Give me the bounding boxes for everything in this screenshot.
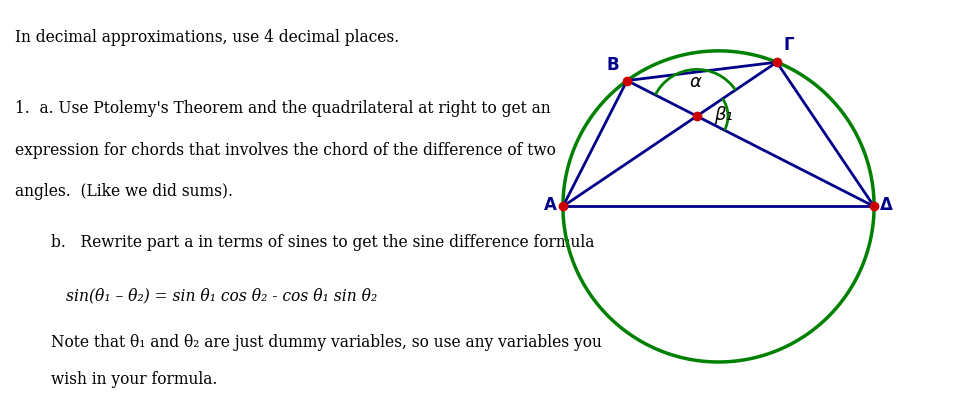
Text: 1.  a. Use Ptolemy's Theorem and the quadrilateral at right to get an: 1. a. Use Ptolemy's Theorem and the quad… [15,100,551,117]
Text: expression for chords that involves the chord of the difference of two: expression for chords that involves the … [15,142,556,159]
Text: Δ: Δ [880,196,893,214]
Text: β₁: β₁ [714,106,733,124]
Text: Γ: Γ [783,36,793,54]
Text: wish in your formula.: wish in your formula. [51,371,217,388]
Text: angles.  (Like we did sums).: angles. (Like we did sums). [15,183,233,201]
Text: sin(θ₁ – θ₂) = sin θ₁ cos θ₂ - cos θ₁ sin θ₂: sin(θ₁ – θ₂) = sin θ₁ cos θ₂ - cos θ₁ si… [66,288,377,305]
Text: b.   Rewrite part a in terms of sines to get the sine difference formula: b. Rewrite part a in terms of sines to g… [51,234,594,251]
Text: B: B [606,56,619,74]
Text: α: α [689,73,701,91]
Text: Note that θ₁ and θ₂ are just dummy variables, so use any variables you: Note that θ₁ and θ₂ are just dummy varia… [51,334,602,351]
Text: In decimal approximations, use 4 decimal places.: In decimal approximations, use 4 decimal… [15,29,399,46]
Text: A: A [544,196,557,214]
